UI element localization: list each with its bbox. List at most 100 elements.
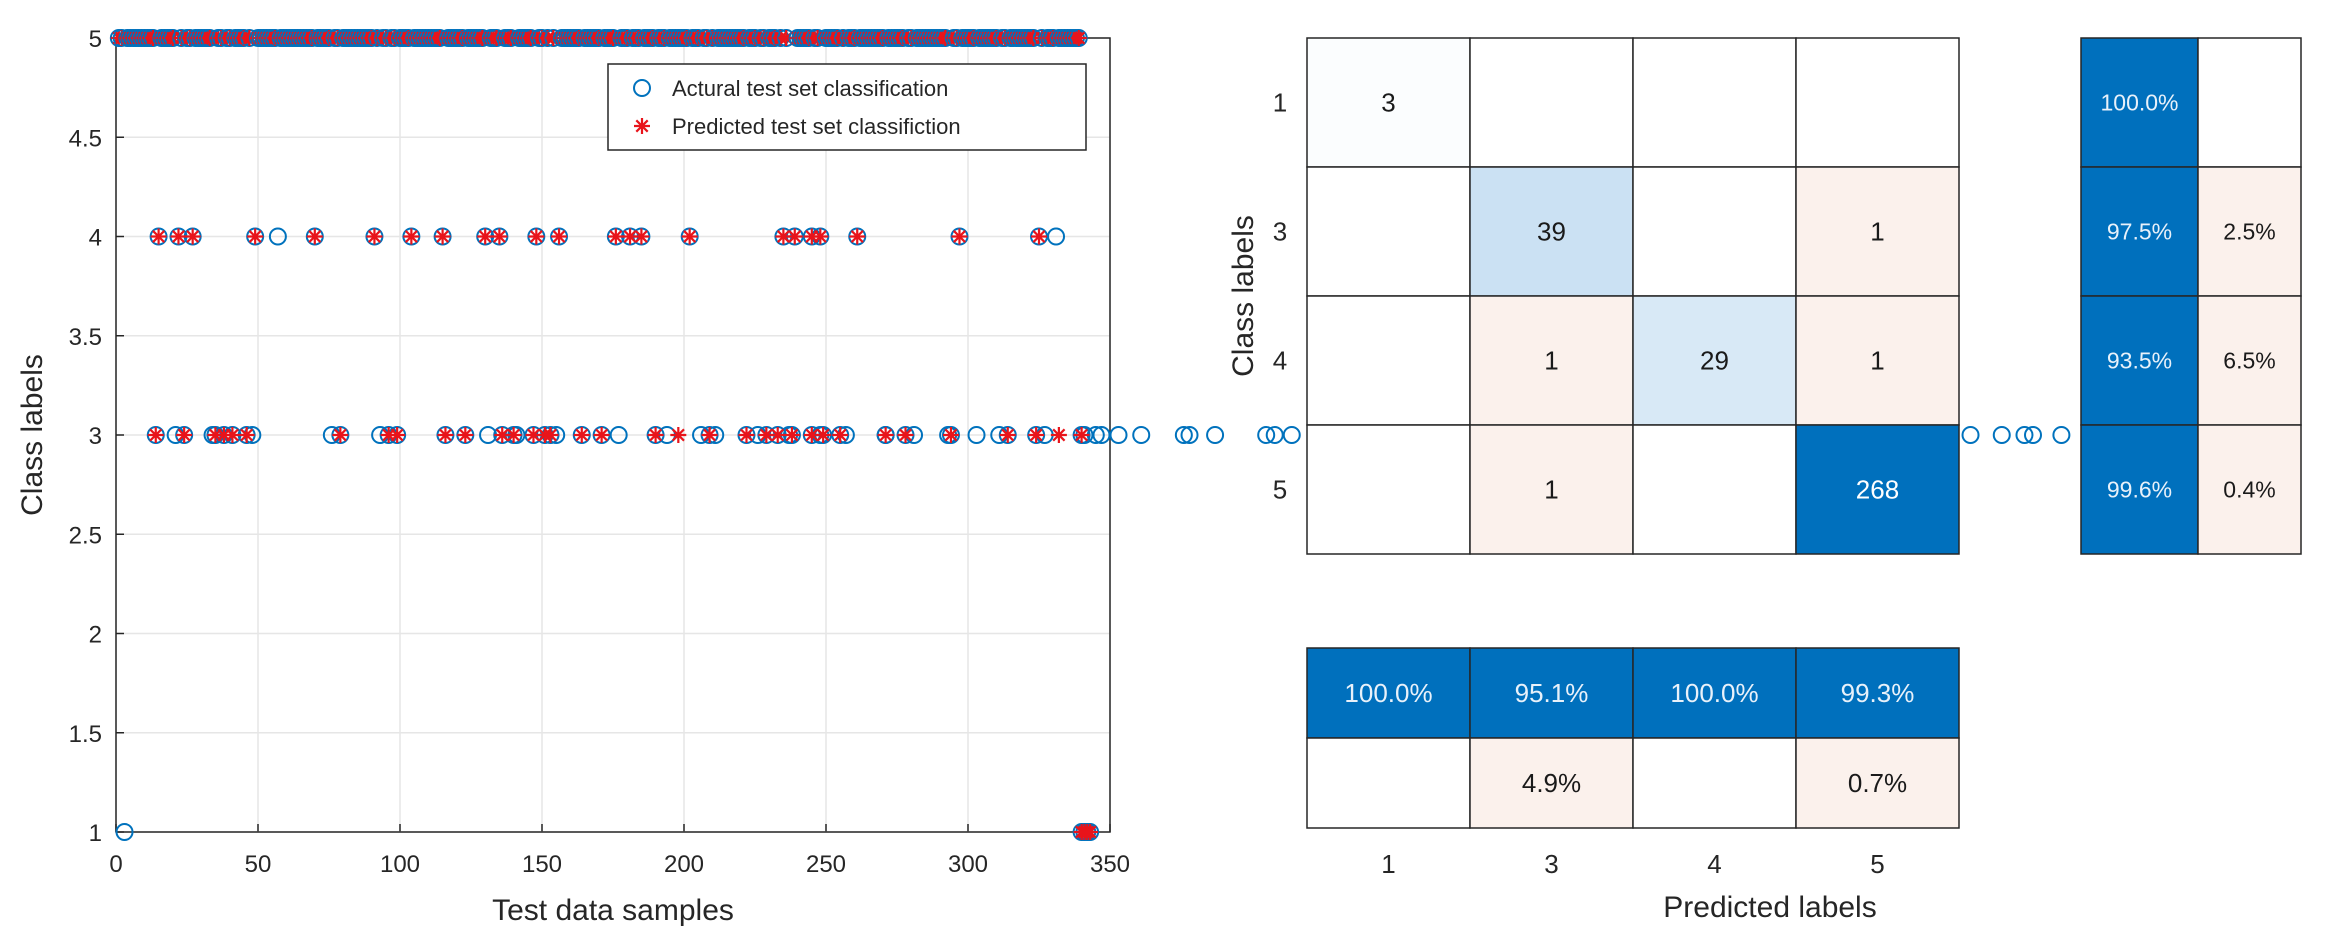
cm-cell-value: 1 <box>1544 475 1558 505</box>
predicted-marker <box>634 118 650 134</box>
y-tick-label: 2 <box>89 622 102 649</box>
actual-marker <box>2052 426 2071 444</box>
predicted-marker <box>366 228 383 245</box>
actual-marker <box>2024 426 2042 444</box>
predicted-marker <box>593 427 610 443</box>
y-axis-label: Class labels <box>16 354 49 516</box>
column-summary-cell <box>1795 647 1960 739</box>
predicted-marker <box>877 427 894 443</box>
predicted-marker <box>207 427 224 443</box>
cm-y-axis-label: Class labels <box>1227 215 1260 377</box>
predicted-marker <box>306 228 323 245</box>
row-summary-value: 97.5% <box>2107 219 2172 245</box>
predicted-marker <box>147 427 164 443</box>
cm-cell <box>1795 424 1960 555</box>
predicted-marker <box>215 427 232 443</box>
series-predicted <box>147 228 1099 840</box>
predicted-marker <box>778 30 795 46</box>
predicted-marker <box>803 228 820 245</box>
series-top-band <box>109 29 1088 47</box>
x-axis-label: Test data samples <box>492 894 734 927</box>
cm-cell <box>1795 37 1960 168</box>
predicted-marker <box>849 228 866 245</box>
predicted-marker <box>150 228 167 245</box>
predicted-marker <box>999 427 1016 443</box>
actual-marker <box>115 823 134 841</box>
predicted-marker <box>622 228 639 245</box>
cm-cell-value: 39 <box>1537 217 1566 247</box>
legend-entry-actual: Actural test set classification <box>672 76 948 101</box>
x-tick-label: 50 <box>245 851 272 878</box>
predicted-marker <box>380 427 397 443</box>
row-summary-value: 2.5% <box>2223 219 2275 245</box>
row-summary-value: 93.5% <box>2107 348 2172 374</box>
predicted-marker <box>551 228 568 245</box>
row-summary-value: 0.4% <box>2223 477 2275 503</box>
predicted-marker <box>815 427 832 443</box>
actual-marker <box>1047 227 1066 246</box>
column-summary-value: 100.0% <box>1344 678 1432 708</box>
cm-cell <box>1306 37 1471 168</box>
cm-cell <box>1469 424 1634 555</box>
predicted-marker <box>681 228 698 245</box>
actual-marker <box>1265 426 1284 444</box>
predicted-marker <box>670 427 687 443</box>
predicted-marker <box>1073 427 1090 443</box>
predicted-marker <box>494 427 511 443</box>
cm-cell <box>1632 424 1797 555</box>
row-summary-value: 99.6% <box>2107 477 2172 503</box>
cm-cell <box>1632 37 1797 168</box>
predicted-marker <box>505 427 522 443</box>
y-tick-label: 5 <box>89 26 102 53</box>
actual-marker <box>268 227 287 246</box>
predicted-marker <box>247 228 264 245</box>
cm-row-label: 1 <box>1273 88 1287 118</box>
predicted-marker <box>184 228 201 245</box>
row-summary-value: 100.0% <box>2100 90 2178 116</box>
cm-cell-value: 3 <box>1381 88 1395 118</box>
predicted-marker <box>775 228 792 245</box>
cm-column-label: 3 <box>1544 849 1558 879</box>
actual-marker <box>1206 426 1225 444</box>
column-summary-value: 4.9% <box>1522 768 1581 798</box>
x-tick-label: 0 <box>109 851 122 878</box>
column-summary-cell <box>1306 647 1471 739</box>
row-summary-cell <box>2197 37 2302 168</box>
column-summary-value: 100.0% <box>1670 678 1758 708</box>
cm-cell-value: 268 <box>1856 475 1899 505</box>
legend: Actural test set classification Predicted… <box>607 63 1087 151</box>
x-tick-label: 350 <box>1090 851 1130 878</box>
predicted-marker <box>647 427 664 443</box>
predicted-marker <box>389 427 406 443</box>
legend-entry-predicted: Predicted test set classifiction <box>672 114 961 139</box>
cm-cell-value: 29 <box>1700 346 1729 376</box>
y-tick-label: 3.5 <box>69 324 102 351</box>
cm-cell <box>1632 166 1797 297</box>
column-summary-cell <box>1632 737 1797 829</box>
actual-marker <box>2015 426 2034 444</box>
predicted-marker <box>633 228 650 245</box>
predicted-marker <box>542 427 559 443</box>
column-summary-cell <box>1795 737 1960 829</box>
cm-row-label: 5 <box>1273 475 1287 505</box>
actual-marker <box>1257 426 1276 444</box>
predicted-marker <box>457 427 474 443</box>
predicted-marker <box>738 427 755 443</box>
row-summary-cell <box>2080 424 2199 555</box>
cm-column-label: 4 <box>1707 849 1721 879</box>
predicted-marker <box>897 427 914 443</box>
y-tick-label: 3 <box>89 423 102 450</box>
predicted-marker <box>803 427 820 443</box>
cm-cell-value: 1 <box>1870 217 1884 247</box>
cm-cell <box>1306 424 1471 555</box>
predicted-marker <box>332 427 349 443</box>
cm-cell-value: 1 <box>1870 346 1884 376</box>
predicted-marker <box>607 228 624 245</box>
row-summary-cell <box>2197 295 2302 426</box>
predicted-marker <box>769 427 786 443</box>
y-tick-label: 2.5 <box>69 522 102 549</box>
predicted-marker <box>170 228 187 245</box>
cm-cell-value: 1 <box>1544 346 1558 376</box>
column-summary-value: 95.1% <box>1515 678 1589 708</box>
